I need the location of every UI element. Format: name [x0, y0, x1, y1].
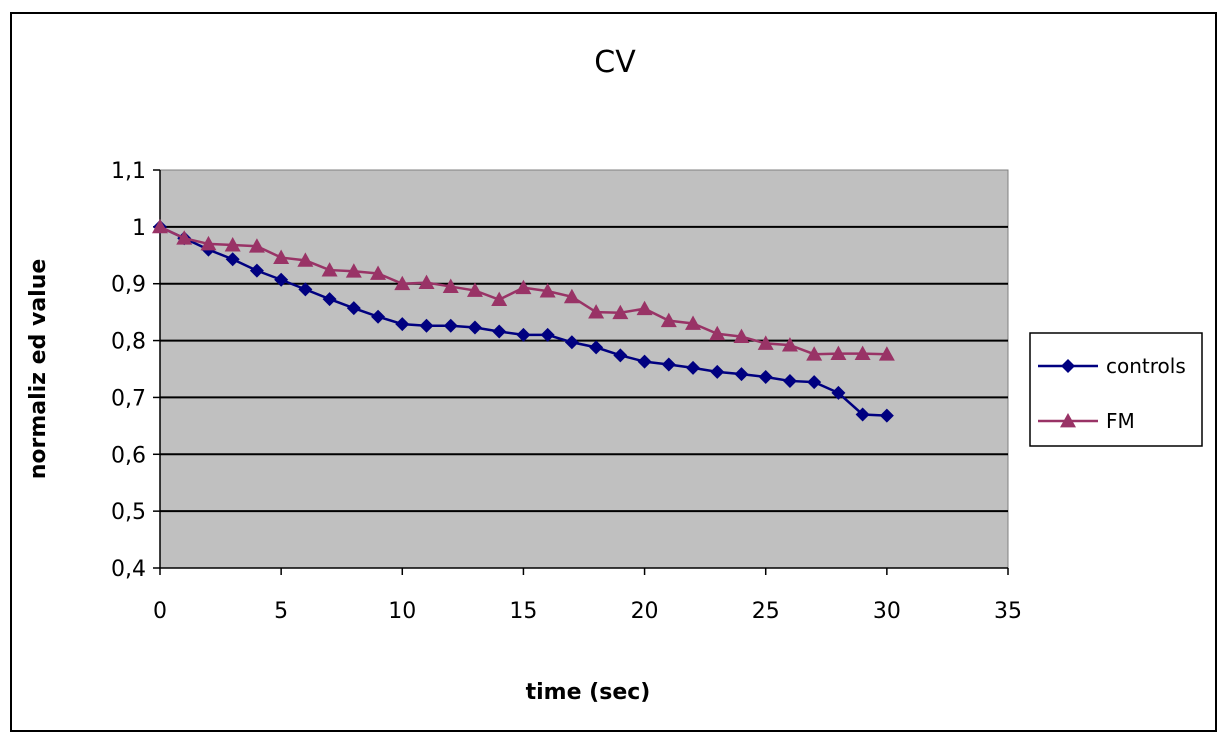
data-point-fm: [297, 252, 314, 267]
legend: controls FM: [1029, 332, 1203, 447]
data-point-fm: [442, 278, 459, 293]
data-point-fm: [636, 300, 653, 316]
x-tick-label: 35: [994, 599, 1022, 624]
data-point-fm: [176, 230, 193, 245]
series-controls: [153, 219, 894, 423]
data-point-controls: [758, 369, 773, 384]
data-point-controls: [346, 301, 361, 316]
y-tick-label: 0,6: [111, 443, 146, 468]
data-point-controls: [249, 263, 264, 278]
y-tick-labels: 0,4 0,5 0,6 0,7 0,8 0,9 1 1,1: [111, 159, 146, 582]
data-point-fm: [806, 346, 823, 361]
x-tick-label: 25: [752, 599, 780, 624]
data-point-controls: [225, 252, 240, 267]
data-point-controls: [492, 324, 507, 339]
data-point-controls: [807, 375, 822, 390]
data-point-controls: [540, 327, 555, 342]
data-point-controls: [322, 292, 337, 307]
data-point-controls: [782, 373, 797, 388]
data-point-fm: [515, 279, 532, 295]
y-tick-label: 0,4: [111, 557, 146, 582]
data-point-fm: [781, 337, 798, 352]
data-point-fm: [878, 346, 895, 361]
x-axis-label: time (sec): [526, 680, 651, 705]
data-point-fm: [248, 238, 265, 253]
data-point-fm: [563, 288, 580, 304]
legend-label-fm: FM: [1106, 409, 1135, 433]
data-point-fm: [854, 345, 871, 361]
data-point-controls: [589, 340, 604, 355]
data-point-fm: [757, 335, 774, 350]
data-point-fm: [660, 312, 677, 328]
data-point-fm: [466, 282, 483, 297]
data-point-controls: [371, 309, 386, 324]
data-point-controls: [686, 360, 701, 375]
data-point-controls: [855, 407, 870, 422]
x-tick-label: 30: [873, 599, 901, 624]
y-tick-label: 0,5: [111, 500, 146, 525]
data-point-fm: [152, 218, 168, 234]
data-point-controls: [467, 320, 482, 335]
x-tick-label: 10: [388, 599, 416, 624]
data-point-fm: [200, 235, 217, 251]
axes: [153, 169, 1009, 575]
plot-area: [159, 169, 1009, 569]
series-fm: [152, 218, 895, 361]
gridlines: [160, 225, 1008, 513]
legend-marker-fm: [1060, 413, 1076, 428]
y-tick-label: 1,1: [111, 159, 146, 184]
x-tick-labels: 0 5 10 15 20 25 30 35: [153, 599, 1022, 624]
data-point-controls: [516, 327, 531, 342]
y-tick-label: 0,9: [111, 273, 146, 298]
data-point-controls: [710, 364, 725, 379]
data-point-controls: [419, 318, 434, 333]
data-point-controls: [395, 317, 410, 332]
legend-marker-controls: [1061, 359, 1075, 373]
data-point-fm: [491, 291, 508, 307]
series-layer: [152, 218, 895, 423]
data-point-controls: [734, 367, 749, 382]
data-point-fm: [539, 283, 556, 298]
x-tick-label: 15: [509, 599, 537, 624]
y-axis-label: normaliz ed value: [26, 259, 51, 480]
data-point-fm: [709, 325, 726, 341]
legend-label-controls: controls: [1106, 354, 1186, 378]
data-point-fm: [830, 345, 847, 361]
data-point-controls: [661, 357, 676, 372]
y-tick-label: 1: [132, 216, 146, 241]
data-point-controls: [637, 354, 652, 369]
data-point-fm: [273, 249, 290, 264]
data-point-controls: [443, 318, 458, 333]
data-point-controls: [831, 385, 846, 400]
data-point-fm: [418, 274, 435, 289]
x-tick-label: 20: [631, 599, 659, 624]
y-tick-label: 0,8: [111, 330, 146, 355]
data-point-fm: [612, 304, 629, 320]
data-point-fm: [733, 328, 750, 343]
y-tick-label: 0,7: [111, 386, 146, 411]
data-point-controls: [564, 335, 579, 350]
data-point-controls: [298, 282, 313, 297]
legend-box: [1029, 332, 1203, 447]
data-point-fm: [224, 237, 241, 252]
chart-title: CV: [594, 45, 636, 80]
data-point-fm: [588, 304, 605, 319]
x-tick-label: 0: [153, 599, 167, 624]
data-point-controls: [274, 272, 289, 287]
data-point-fm: [685, 315, 702, 330]
data-point-fm: [394, 275, 411, 291]
data-point-controls: [613, 348, 628, 363]
data-point-fm: [370, 265, 387, 280]
data-point-controls: [879, 408, 894, 423]
data-point-fm: [321, 262, 338, 277]
x-tick-label: 5: [274, 599, 288, 624]
chart: CV 0,4 0,5 0,6 0,7 0,8 0,9 1 1,1 0 5 10 15 20 25 30 35…: [26, 45, 1203, 705]
data-point-fm: [345, 263, 362, 278]
